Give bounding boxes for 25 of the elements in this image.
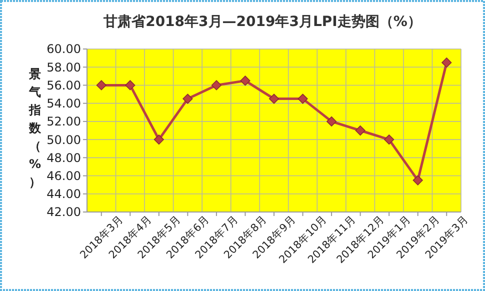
y-tick-label: 50.00: [46, 132, 81, 147]
point: [182, 94, 193, 104]
point: [125, 80, 136, 90]
chart-title: 甘肃省2018年3月—2019年3月LPI走势图（%）: [102, 14, 422, 30]
point: [240, 76, 250, 86]
point: [384, 134, 394, 145]
point: [442, 58, 452, 68]
point: [96, 80, 106, 90]
y-tick-label: 52.00: [46, 114, 81, 129]
point: [326, 116, 337, 126]
point: [154, 134, 164, 145]
point: [268, 94, 280, 104]
point: [355, 125, 366, 136]
y-tick-label: 44.00: [46, 187, 81, 202]
y-axis-title: 景气指数（%）: [28, 67, 42, 189]
y-tick-label: 54.00: [46, 96, 81, 111]
point: [298, 94, 308, 104]
y-tick-label: 56.00: [46, 78, 81, 92]
y-tick-label: 42.00: [46, 205, 81, 220]
y-tick-label: 46.00: [46, 168, 81, 183]
y-tick-label: 58.00: [46, 60, 81, 74]
point: [412, 175, 423, 186]
y-tick-label: 48.00: [46, 150, 81, 165]
y-tick-label: 60.00: [46, 42, 81, 56]
point: [211, 80, 222, 90]
